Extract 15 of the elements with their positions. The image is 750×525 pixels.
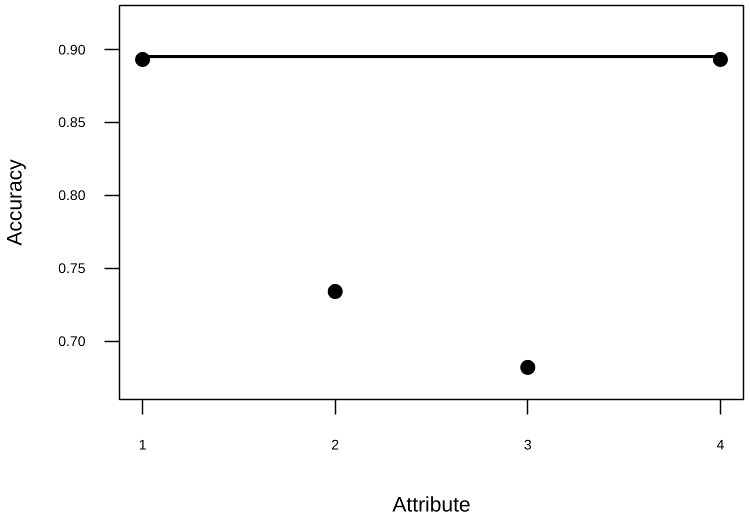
point — [712, 52, 728, 67]
y-tick-label: 0.90 — [58, 41, 86, 58]
point — [135, 52, 150, 67]
x-tick-label: 2 — [331, 436, 340, 452]
y-tick-label: 0.85 — [58, 114, 86, 130]
x-tick-label: 3 — [524, 436, 532, 452]
point — [520, 360, 536, 375]
x-tick-label: 1 — [138, 436, 147, 452]
y-tick-label: 0.80 — [58, 187, 86, 204]
y-tick-label: 0.75 — [58, 260, 86, 276]
point — [328, 284, 343, 299]
x-axis-title: Attribute — [392, 494, 471, 516]
y-axis-title: Accuracy — [3, 158, 26, 246]
x-tick-label: 4 — [716, 436, 724, 452]
y-tick-label: 0.70 — [58, 333, 86, 350]
